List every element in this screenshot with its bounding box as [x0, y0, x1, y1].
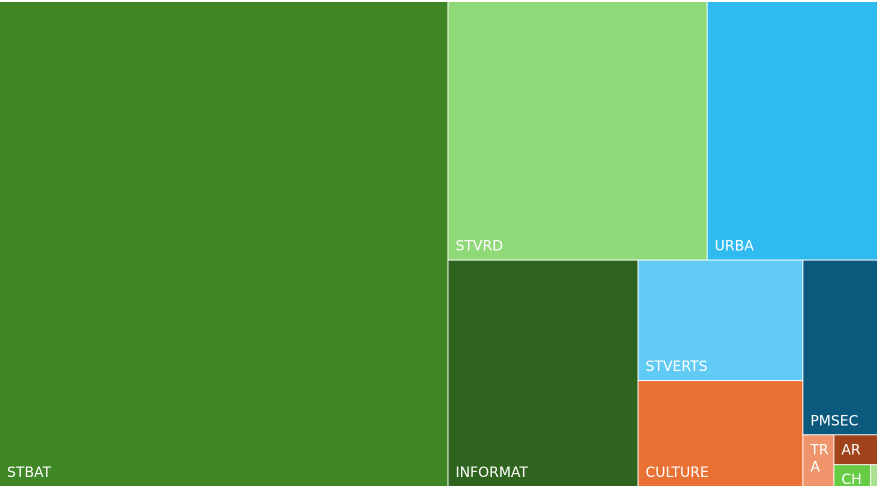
tile-label: STVERTS	[646, 359, 708, 375]
tile	[448, 2, 707, 260]
tile	[638, 381, 803, 486]
tile	[803, 260, 877, 435]
tile-label: URBA	[715, 239, 755, 255]
tile	[871, 465, 877, 486]
tile-label: CHIM	[841, 472, 861, 487]
tile-label: PMSEC	[810, 413, 858, 429]
tile-label: TR A	[809, 442, 829, 475]
tile	[0, 2, 448, 486]
tile	[834, 435, 877, 465]
tile-label: AR	[841, 442, 861, 458]
tile-label: STBAT	[7, 465, 52, 481]
tile-label: INFORMAT	[455, 465, 528, 481]
tile	[448, 260, 638, 486]
tile	[834, 465, 871, 486]
tile-label: STVRD	[455, 239, 503, 255]
tile	[803, 435, 834, 486]
tile-label: CULTURE	[646, 465, 709, 481]
tile	[707, 2, 877, 260]
tile	[638, 260, 803, 381]
